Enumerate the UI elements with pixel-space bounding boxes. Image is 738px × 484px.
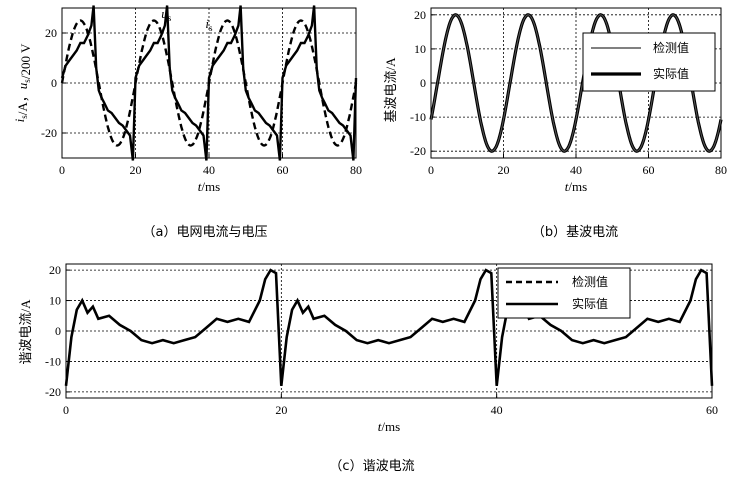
x-tick-label: 20	[498, 163, 510, 177]
x-axis-label: t/ms	[198, 179, 220, 194]
x-tick-label: 40	[570, 163, 582, 177]
legend-box	[497, 267, 631, 319]
y-axis-label: is/A，us/200 V	[12, 43, 33, 122]
y-tick-label: 10	[414, 42, 426, 56]
x-axis-label: t/ms	[378, 419, 400, 434]
ylabel-c: 谐波电流/A	[18, 299, 33, 365]
x-tick-label: 60	[706, 403, 718, 417]
legend-label-detected: 检测值	[653, 40, 689, 55]
x-axis-label: t/ms	[565, 179, 587, 194]
x-tick-label: 60	[643, 163, 655, 177]
y-tick-label: 0	[51, 76, 57, 90]
x-tick-label: 20	[275, 403, 287, 417]
y-tick-label: 20	[414, 8, 426, 22]
caption-a: （a）电网电流与电压	[143, 225, 268, 240]
x-tick-label: 0	[59, 163, 65, 177]
chart-1-axes: 0 20 40 60 80 -20 -10 0 10 20 t/ms	[410, 7, 727, 194]
y-tick-label: -20	[41, 126, 57, 140]
y-tick-label: -10	[45, 354, 61, 368]
y-tick-label: -10	[410, 110, 426, 124]
y-tick-label: 10	[49, 294, 61, 308]
annotation-us: us	[161, 6, 172, 23]
series-detected-line	[65, 269, 713, 386]
y-tick-label: 0	[420, 76, 426, 90]
y-tick-label: 0	[55, 324, 61, 338]
legend-label-detected: 检测值	[572, 274, 608, 289]
x-tick-label: 40	[203, 163, 215, 177]
x-tick-label: 80	[350, 163, 362, 177]
series-is-line	[60, 5, 358, 161]
x-tick-label: 80	[715, 163, 727, 177]
x-tick-label: 40	[491, 403, 503, 417]
legend-box	[582, 32, 716, 92]
y-tick-label: 20	[49, 263, 61, 277]
x-tick-label: 0	[63, 403, 69, 417]
chart-0-axes: 0 20 40 60 80 -20 0 20 t/ms	[41, 7, 362, 194]
x-tick-label: 20	[130, 163, 142, 177]
annotation-is: is	[205, 16, 213, 33]
y-tick-label: -20	[45, 385, 61, 399]
legend-label-actual: 实际值	[653, 66, 689, 81]
chart-2-axes: 0 20 40 60 -20 -10 0 10 20 t/ms	[45, 263, 718, 434]
x-tick-label: 60	[277, 163, 289, 177]
x-tick-label: 0	[428, 163, 434, 177]
legend-label-actual: 实际值	[572, 296, 608, 311]
y-tick-label: 20	[45, 26, 57, 40]
ylabel-b: 基波电流/A	[383, 57, 398, 123]
series-detected-line	[430, 14, 722, 152]
caption-b: （b）基波电流	[532, 225, 618, 240]
y-tick-label: -20	[410, 144, 426, 158]
caption-c: （c）谐波电流	[329, 459, 414, 474]
